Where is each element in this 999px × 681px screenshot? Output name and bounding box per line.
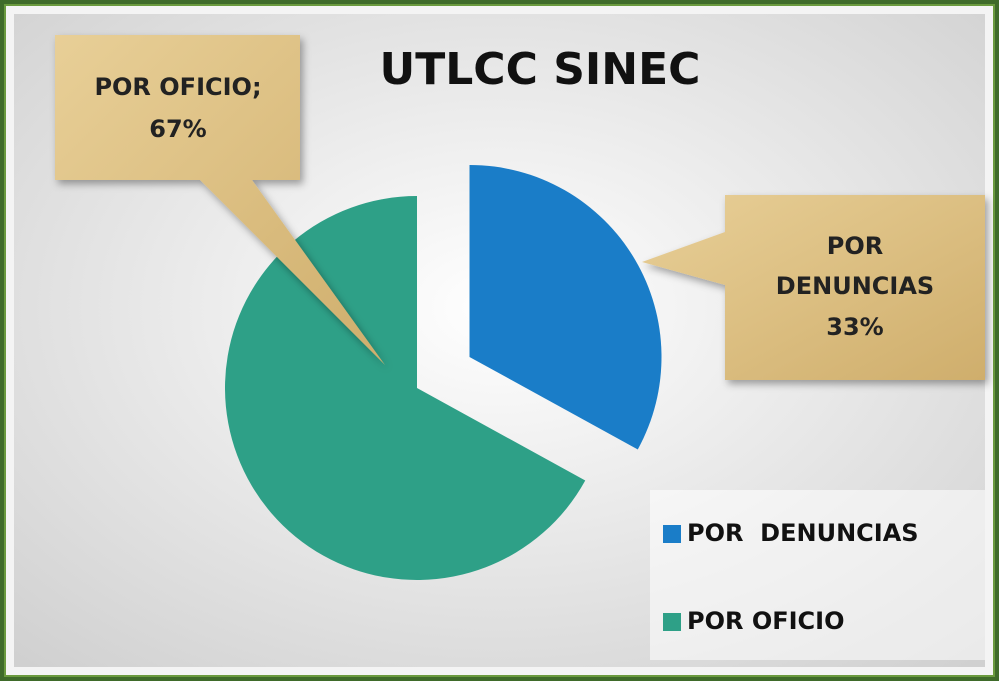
data-label-value: 33% [826, 313, 883, 341]
legend-swatch [663, 525, 681, 543]
callout-box [642, 195, 985, 380]
legend-label: POR OFICIO [687, 607, 845, 635]
legend-box [650, 490, 985, 660]
legend-swatch [663, 613, 681, 631]
data-label-name: POR [827, 232, 883, 260]
legend: POR DENUNCIAS POR OFICIO [663, 519, 919, 635]
callout-box [55, 35, 385, 365]
data-label-name: DENUNCIAS [776, 272, 934, 300]
legend-label: POR DENUNCIAS [687, 519, 919, 547]
chart-title: UTLCC SINEC [380, 44, 701, 95]
data-label-name: POR OFICIO; [94, 73, 261, 101]
data-label-value: 67% [149, 115, 206, 143]
pie-slice [469, 164, 662, 450]
